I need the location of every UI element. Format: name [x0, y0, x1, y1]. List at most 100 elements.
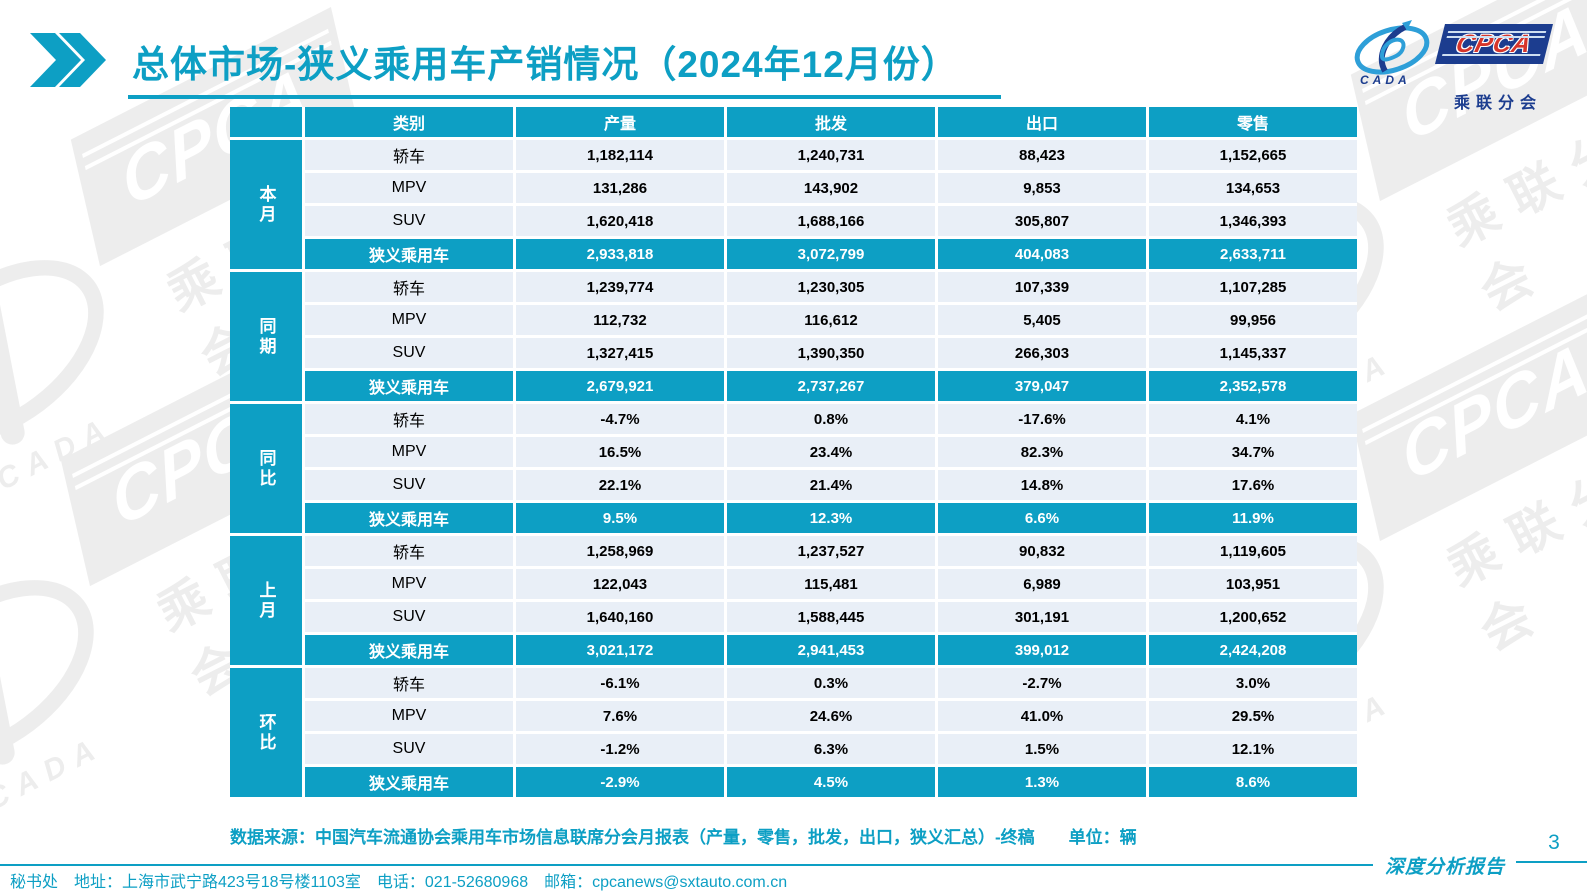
table-group: 同比 轿车 -4.7% 0.8% -17.6% 4.1% MPV 16.5% 23.4% 82.3… — [230, 404, 1357, 533]
cell-value: 6,989 — [938, 569, 1146, 599]
cell-value: 1,588,445 — [727, 602, 935, 632]
cell-value: 1,230,305 — [727, 272, 935, 302]
row-group-label: 同比 — [230, 404, 302, 533]
cpca-logo: CADA CPCA 乘联分会 — [1352, 20, 1557, 113]
row-category: 轿车 — [305, 404, 513, 434]
cell-value: 143,902 — [727, 173, 935, 203]
cell-value: -2.7% — [938, 668, 1146, 698]
cell-value: 379,047 — [938, 371, 1146, 401]
cell-value: 3,072,799 — [727, 239, 935, 269]
cell-value: 17.6% — [1149, 470, 1357, 500]
cell-value: 2,941,453 — [727, 635, 935, 665]
cell-value: 3,021,172 — [516, 635, 724, 665]
row-group-label-text: 同期 — [256, 316, 276, 357]
cell-value: 112,732 — [516, 305, 724, 335]
cell-value: 5,405 — [938, 305, 1146, 335]
cell-value: 2,352,578 — [1149, 371, 1357, 401]
cell-value: 41.0% — [938, 701, 1146, 731]
table-group: 同期 轿车 1,239,774 1,230,305 107,339 1,107,285 MP… — [230, 272, 1357, 401]
row-group-label-text: 上月 — [256, 580, 276, 621]
row-category: 狭义乘用车 — [305, 239, 513, 269]
cell-value: 131,286 — [516, 173, 724, 203]
svg-text:CADA: CADA — [1360, 73, 1411, 86]
cell-value: 2,933,818 — [516, 239, 724, 269]
data-source-note: 数据来源：中国汽车流通协会乘用车市场信息联席分会月报表（产量，零售，批发，出口，… — [230, 828, 1137, 847]
cada-ellipse-watermark-icon — [0, 542, 128, 802]
cell-value: 1,119,605 — [1149, 536, 1357, 566]
cpca-logo-badge: CPCA — [1435, 24, 1553, 64]
cell-value: 24.6% — [727, 701, 935, 731]
cada-watermark-text: CADA — [0, 729, 110, 817]
logo-stripe — [1442, 54, 1541, 56]
cell-value: 9.5% — [516, 503, 724, 533]
footer-rule-right — [1516, 861, 1587, 863]
row-category: SUV — [305, 206, 513, 236]
row-category: 轿车 — [305, 272, 513, 302]
cell-value: -2.9% — [516, 767, 724, 797]
cell-value: 1,200,652 — [1149, 602, 1357, 632]
row-category: 狭义乘用车 — [305, 503, 513, 533]
cell-value: 2,424,208 — [1149, 635, 1357, 665]
cpca-watermark-subtitle: 乘联分会 — [1438, 454, 1587, 662]
cell-value: 1,688,166 — [727, 206, 935, 236]
cell-value: 88,423 — [938, 140, 1146, 170]
cell-value: 103,951 — [1149, 569, 1357, 599]
cell-value: 3.0% — [1149, 668, 1357, 698]
cpca-logo-subtitle: 乘联分会 — [1453, 95, 1542, 112]
cell-value: 1,346,393 — [1149, 206, 1357, 236]
row-category: 狭义乘用车 — [305, 767, 513, 797]
cell-value: 122,043 — [516, 569, 724, 599]
cell-value: 1,390,350 — [727, 338, 935, 368]
row-category: 狭义乘用车 — [305, 635, 513, 665]
cell-value: 134,653 — [1149, 173, 1357, 203]
cell-value: 4.5% — [727, 767, 935, 797]
cell-value: 23.4% — [727, 437, 935, 467]
row-group-label-text: 环比 — [256, 712, 276, 753]
cell-value: 1,145,337 — [1149, 338, 1357, 368]
cada-watermark-text: CADA — [0, 409, 120, 497]
cell-value: 82.3% — [938, 437, 1146, 467]
cell-value: 8.6% — [1149, 767, 1357, 797]
row-category: MPV — [305, 701, 513, 731]
report-type-label: 深度分析报告 — [1384, 857, 1505, 878]
cell-value: 0.3% — [727, 668, 935, 698]
cpca-watermark-label: CPCA — [1394, 325, 1587, 498]
row-category: SUV — [305, 602, 513, 632]
row-group-label: 上月 — [230, 536, 302, 665]
table-corner-cell — [230, 107, 302, 137]
logo-stripe — [1447, 31, 1547, 33]
row-group-label: 本月 — [230, 140, 302, 269]
cell-value: 301,191 — [938, 602, 1146, 632]
cada-logo-icon: CADA — [1354, 20, 1430, 86]
footer-rule — [0, 864, 1373, 866]
row-group-label: 同期 — [230, 272, 302, 401]
row-category: SUV — [305, 734, 513, 764]
cada-phi-watermark-icon — [0, 573, 17, 767]
table-group: 环比 轿车 -6.1% 0.3% -2.7% 3.0% MPV 7.6% 24.6% 41.0% 2… — [230, 668, 1357, 797]
column-header-1: 类别 — [305, 107, 513, 137]
row-category: 轿车 — [305, 536, 513, 566]
page-title: 总体市场-狭义乘用车产销情况（2024年12月份） — [128, 34, 1001, 99]
column-header-2: 产量 — [516, 107, 724, 137]
row-group-label-text: 本月 — [256, 184, 276, 225]
cell-value: 14.8% — [938, 470, 1146, 500]
cell-value: 21.4% — [727, 470, 935, 500]
cell-value: 1,107,285 — [1149, 272, 1357, 302]
column-header-4: 出口 — [938, 107, 1146, 137]
row-category: 轿车 — [305, 668, 513, 698]
cada-phi-watermark-icon — [0, 253, 27, 447]
secretariat-contact-line: 秘书处 地址：上海市武宁路423号18号楼1103室 电话：021-526809… — [10, 874, 788, 891]
row-category: MPV — [305, 305, 513, 335]
cell-value: 6.6% — [938, 503, 1146, 533]
cell-value: 1,152,665 — [1149, 140, 1357, 170]
cell-value: 9,853 — [938, 173, 1146, 203]
table-header-row: 类别 产量 批发 出口 零售 — [230, 107, 1357, 137]
row-category: 狭义乘用车 — [305, 371, 513, 401]
cell-value: 1.5% — [938, 734, 1146, 764]
cell-value: 11.9% — [1149, 503, 1357, 533]
cell-value: 1,237,527 — [727, 536, 935, 566]
cell-value: -6.1% — [516, 668, 724, 698]
row-category: SUV — [305, 470, 513, 500]
cell-value: 399,012 — [938, 635, 1146, 665]
